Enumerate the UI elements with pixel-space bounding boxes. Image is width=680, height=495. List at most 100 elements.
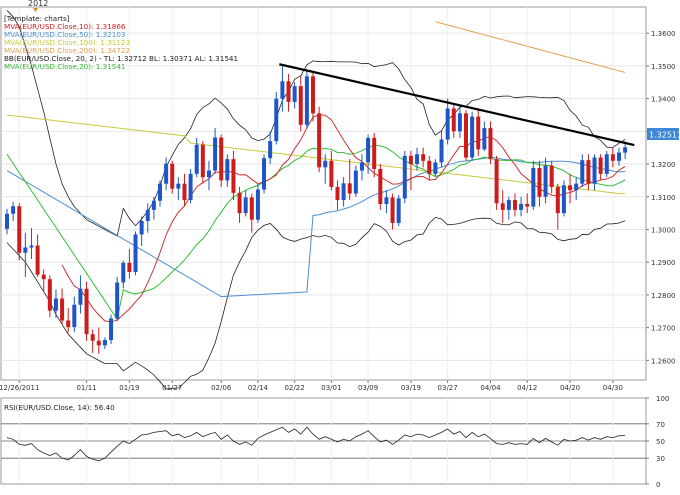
candle [494, 155, 499, 210]
candle [78, 275, 83, 314]
candle [188, 168, 193, 204]
candle-body [451, 108, 456, 132]
candle [378, 164, 383, 210]
bollinger-upper [6, 10, 626, 237]
candle-body [11, 206, 16, 214]
candle-body [280, 81, 285, 99]
candle [329, 150, 334, 191]
date-tick-label: 01/11 [76, 384, 96, 392]
candle [580, 154, 585, 187]
price-tick-label: 1.3600 [651, 30, 676, 38]
candle [109, 314, 114, 345]
candle-body [96, 340, 101, 346]
date-tick-label: 12/26/2011 [0, 384, 39, 392]
candle [617, 147, 621, 166]
candle [311, 72, 315, 122]
candle-body [53, 298, 58, 311]
candle-body [586, 160, 591, 184]
candle [213, 128, 218, 174]
candle [262, 154, 267, 194]
candle-body [476, 116, 481, 150]
candle [121, 260, 126, 289]
candle [482, 121, 487, 151]
candle [35, 234, 40, 277]
candle-body [592, 157, 597, 184]
rsi-line [6, 426, 626, 462]
candle [506, 196, 511, 220]
legend-entry: MVA(EUR/USD.Close,10): 1.31866 [4, 22, 126, 31]
candle-body [415, 154, 420, 165]
template-label: [Template: charts] [4, 14, 70, 23]
candle-body [47, 279, 52, 311]
candle [176, 177, 181, 201]
candle-body [531, 167, 536, 207]
candle [586, 154, 591, 191]
date-tick-label: 02/06 [211, 384, 232, 392]
date-tick-label: 02/14 [248, 384, 269, 392]
candle [470, 111, 475, 161]
price-axis: 1.2600 1.2700 1.2800 1.2900 1.3000 1.3100 1.32… [646, 30, 676, 365]
candle-body [372, 137, 377, 169]
moving-averages [6, 21, 626, 323]
ma10-line [61, 114, 626, 323]
candle-body [439, 139, 444, 163]
candle-body [78, 288, 83, 305]
candle-body [433, 162, 438, 174]
candle [280, 65, 285, 112]
date-tick-label: 03/01 [321, 384, 341, 392]
candle [543, 157, 548, 204]
candle-body [158, 183, 162, 201]
candle-body [384, 197, 389, 204]
candle [41, 269, 46, 292]
candle-body [378, 168, 383, 204]
candle-body [488, 128, 493, 160]
date-tick-label: 02/22 [285, 384, 305, 392]
price-tick-label: 1.3500 [651, 63, 676, 71]
candle [194, 137, 199, 178]
rsi-tick-label: 0 [656, 481, 660, 489]
candle [335, 180, 340, 210]
candle-body [525, 203, 530, 207]
candle [17, 203, 22, 261]
candle-body [359, 162, 364, 171]
candle-body [188, 173, 193, 201]
candle-body [219, 137, 224, 181]
candle-body [304, 76, 309, 125]
candle [366, 134, 371, 174]
candle [433, 159, 438, 178]
date-tick-label: 03/19 [401, 384, 421, 392]
candle-body [121, 262, 126, 283]
candle-body [35, 245, 40, 275]
candle-body [549, 165, 554, 187]
candle-body [115, 282, 120, 319]
candle [292, 82, 297, 109]
candle [170, 160, 175, 194]
candle [72, 296, 77, 333]
indicator-legend: [Template: charts] MVA(EUR/USD.Close,10)… [4, 14, 238, 71]
price-tick-label: 1.2600 [651, 357, 676, 365]
candle [274, 92, 279, 145]
price-tick-label: 1.3000 [651, 226, 676, 234]
candle-body [543, 165, 548, 197]
candle-body [225, 159, 230, 181]
candle-body [421, 154, 426, 161]
candle-body [317, 113, 322, 168]
date-tick-label: 04/12 [517, 384, 537, 392]
candle [347, 159, 352, 201]
candle [139, 216, 144, 246]
candle [268, 131, 273, 165]
candle-body [323, 160, 328, 168]
candle [402, 150, 407, 204]
candle [598, 154, 603, 181]
candle [623, 141, 628, 160]
candle-body [145, 209, 150, 221]
candle [439, 131, 444, 168]
candle [451, 103, 456, 138]
candle-body [292, 86, 297, 102]
candle-body [347, 183, 352, 194]
price-tick-label: 1.3200 [651, 161, 676, 169]
candle [206, 160, 211, 191]
candle-body [109, 318, 114, 341]
candle-body [494, 159, 499, 204]
